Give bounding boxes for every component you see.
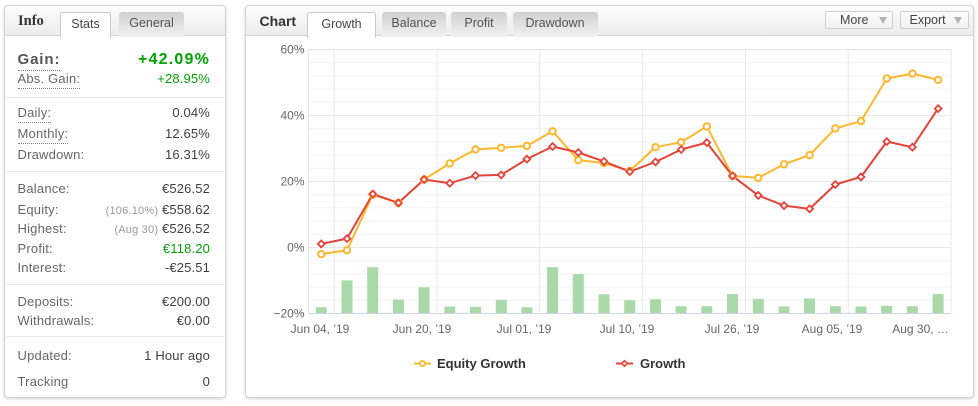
svg-text:Jul 01, ’19: Jul 01, ’19 bbox=[497, 322, 552, 336]
svg-text:Equity Growth: Equity Growth bbox=[437, 356, 526, 371]
svg-text:−20%: −20% bbox=[273, 307, 304, 321]
svg-text:Aug 30, …: Aug 30, … bbox=[892, 322, 949, 336]
svg-text:40%: 40% bbox=[280, 109, 304, 123]
svg-text:Aug 05, ’19: Aug 05, ’19 bbox=[802, 322, 863, 336]
svg-text:0%: 0% bbox=[287, 241, 305, 255]
svg-text:Jun 04, ’19: Jun 04, ’19 bbox=[291, 322, 350, 336]
svg-text:Growth: Growth bbox=[640, 356, 686, 371]
svg-text:60%: 60% bbox=[280, 43, 304, 57]
svg-text:20%: 20% bbox=[280, 175, 304, 189]
svg-text:Jul 10, ’19: Jul 10, ’19 bbox=[600, 322, 655, 336]
svg-text:Jul 26, ’19: Jul 26, ’19 bbox=[705, 322, 760, 336]
svg-text:Jun 20, ’19: Jun 20, ’19 bbox=[393, 322, 452, 336]
